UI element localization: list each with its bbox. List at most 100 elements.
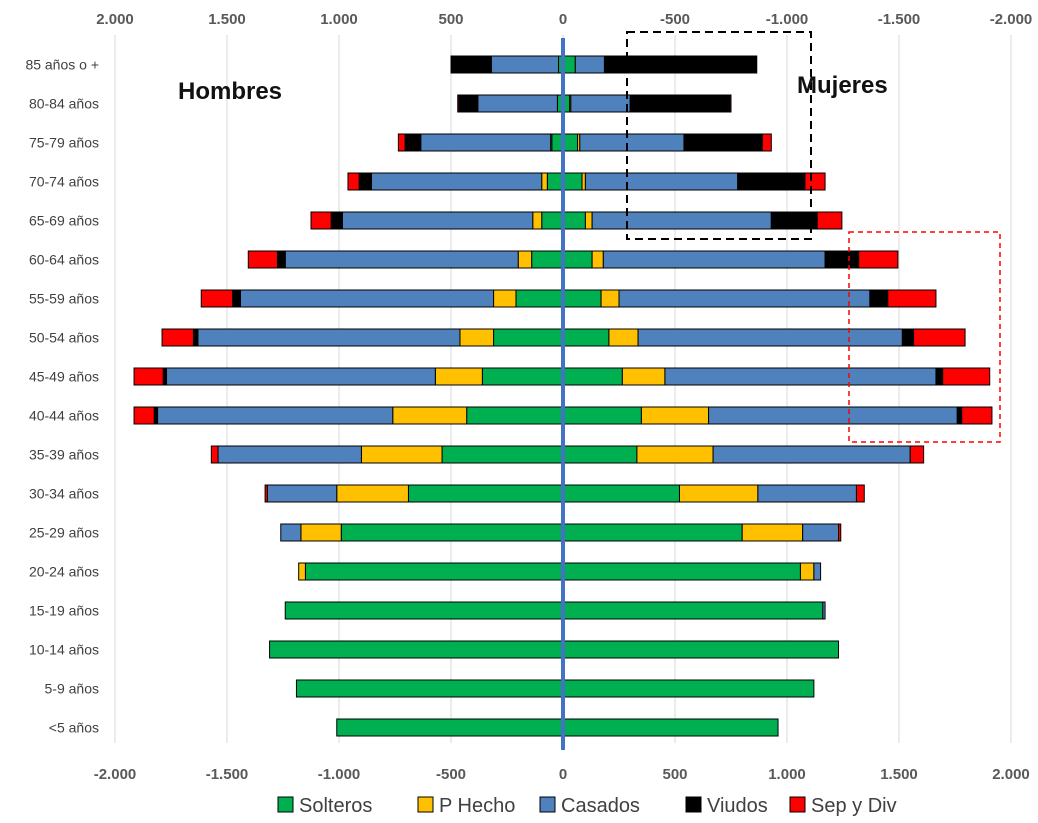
highlight-box-widowed-women [626, 31, 812, 240]
bar-segment [562, 406, 642, 425]
bar-segment [441, 445, 564, 464]
legend-label: Casados [561, 795, 640, 817]
bar-segment [813, 562, 822, 581]
bar-segment [330, 211, 343, 230]
bar-segment [562, 679, 815, 698]
bar-segment [942, 367, 991, 386]
bar-segment [210, 445, 219, 464]
bar-segment [629, 94, 731, 113]
category-label: <5 años [49, 720, 99, 736]
bar-segment [347, 172, 360, 191]
category-label: 65-69 años [29, 213, 99, 229]
bar-segment [909, 445, 925, 464]
bar-segment [636, 445, 714, 464]
legend-swatch [685, 796, 702, 813]
legend-swatch [417, 796, 434, 813]
legend-label: P Hecho [439, 795, 515, 817]
bar-segment [591, 211, 772, 230]
bar-segment [574, 55, 605, 74]
legend-swatch [789, 796, 806, 813]
bar-segment [264, 484, 268, 503]
category-label: 5-9 años [45, 681, 99, 697]
category-label: 40-44 años [29, 408, 99, 424]
bar-segment [284, 601, 564, 620]
bottom-tick-label: -1.000 [318, 766, 361, 783]
bar-segment [407, 484, 564, 503]
bar-segment [822, 601, 826, 620]
bar-segment [683, 133, 763, 152]
bar-segment [266, 484, 338, 503]
legend: Solteros P Hecho Casados Viudos Sep y Div [277, 795, 897, 817]
bar-segment [562, 172, 583, 191]
bar-segment [280, 523, 302, 542]
bar-segment [541, 172, 548, 191]
bar-segment [420, 133, 552, 152]
bar-segment [397, 133, 406, 152]
bar-segment [961, 406, 993, 425]
bar-segment [562, 562, 801, 581]
bar-segment [340, 523, 564, 542]
bottom-tick-label: -2.000 [94, 766, 137, 783]
bar-segment [295, 679, 564, 698]
bar-segment [741, 523, 804, 542]
bottom-tick-label: 0 [559, 766, 567, 783]
bar-segment [618, 289, 871, 308]
bar-segment [712, 445, 911, 464]
bar-segment [562, 133, 579, 152]
legend-label: Sep y Div [811, 795, 897, 817]
bar-segment [531, 250, 564, 269]
top-tick-label: -1.500 [878, 11, 921, 28]
bar-segment [584, 172, 739, 191]
bar-segment [562, 289, 602, 308]
bar-segment [239, 289, 495, 308]
bar-segment [824, 250, 860, 269]
bottom-tick-label: 2.000 [992, 766, 1030, 783]
bottom-tick-label: 500 [662, 766, 687, 783]
bar-segment [581, 172, 586, 191]
bar-segment [737, 172, 806, 191]
bar-segment [579, 133, 685, 152]
bar-segment [162, 367, 168, 386]
category-label: 30-34 años [29, 486, 99, 502]
bar-segment [197, 328, 461, 347]
category-label: 60-64 años [29, 252, 99, 268]
top-tick-label: 2.000 [96, 11, 134, 28]
bar-segment [493, 328, 564, 347]
bar-segment [562, 523, 743, 542]
bar-segment [562, 484, 680, 503]
bar-segment [133, 367, 164, 386]
bar-segment [298, 562, 306, 581]
bar-segment [493, 289, 517, 308]
top-tick-label: 1.500 [208, 11, 246, 28]
bar-segment [956, 406, 963, 425]
bar-segment [913, 328, 966, 347]
bar-segment [546, 172, 564, 191]
bar-segment [532, 211, 543, 230]
bar-segment [336, 484, 409, 503]
bar-segment [133, 406, 155, 425]
bar-segment [584, 211, 593, 230]
bar-segment [562, 445, 638, 464]
top-tick-label: 500 [438, 11, 463, 28]
bar-segment [637, 328, 903, 347]
bar-segment [802, 523, 840, 542]
bottom-tick-label: -1.500 [206, 766, 249, 783]
category-label: 20-24 años [29, 564, 99, 580]
bar-segment [608, 328, 639, 347]
bar-segment [562, 640, 840, 659]
top-tick-label: 0 [559, 11, 567, 28]
bar-segment [166, 367, 436, 386]
top-tick-label: -2.000 [990, 11, 1033, 28]
category-label: 35-39 años [29, 447, 99, 463]
bar-segment [562, 328, 610, 347]
bar-segment [858, 250, 899, 269]
category-label: 10-14 años [29, 642, 99, 658]
bar-segment [640, 406, 710, 425]
category-label: 50-54 años [29, 330, 99, 346]
bar-segment [804, 172, 826, 191]
bar-segment [457, 94, 460, 113]
bar-segment [600, 289, 620, 308]
bar-segment [153, 406, 159, 425]
bar-segment [192, 328, 199, 347]
bottom-axis-ticks: -2.000 -1.500 -1.000 -500 0 500 1.000 1.500 2.00… [94, 766, 1030, 783]
